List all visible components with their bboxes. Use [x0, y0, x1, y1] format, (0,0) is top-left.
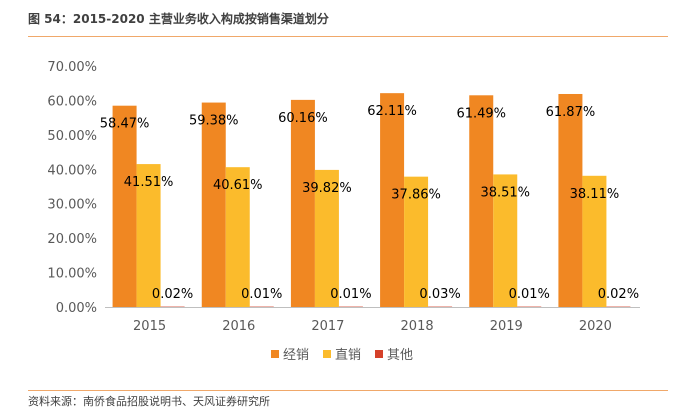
data-label: 58.47%: [100, 117, 150, 132]
data-label: 61.87%: [546, 105, 596, 120]
data-label: 37.86%: [391, 188, 441, 203]
y-tick-label: 60.00%: [47, 94, 97, 109]
x-tick-label: 2015: [133, 319, 166, 334]
data-label: 0.02%: [598, 287, 639, 302]
bar-经销-2015: [113, 106, 137, 307]
legend-label: 其他: [387, 348, 413, 363]
legend-label: 直销: [335, 348, 361, 363]
data-label: 0.01%: [509, 287, 550, 302]
data-label: 0.03%: [419, 287, 460, 302]
data-label: 38.11%: [570, 187, 620, 202]
x-tick-label: 2017: [311, 319, 344, 334]
x-tick-label: 2018: [401, 319, 434, 334]
bar-经销-2016: [202, 103, 226, 307]
data-label: 0.01%: [330, 287, 371, 302]
legend-swatch-经销: [271, 350, 279, 358]
y-tick-label: 30.00%: [47, 198, 97, 213]
legend-swatch-直销: [323, 350, 331, 358]
legend-label: 经销: [283, 348, 309, 363]
bar-经销-2017: [291, 100, 315, 307]
y-tick-label: 50.00%: [47, 129, 97, 144]
y-tick-label: 40.00%: [47, 163, 97, 178]
data-label: 0.01%: [241, 287, 282, 302]
x-tick-label: 2020: [579, 319, 612, 334]
data-label: 39.82%: [302, 181, 352, 196]
source-divider: [28, 390, 668, 391]
y-tick-label: 10.00%: [47, 267, 97, 282]
x-tick-label: 2019: [490, 319, 523, 334]
data-label: 0.02%: [152, 287, 193, 302]
data-label: 41.51%: [124, 175, 174, 190]
data-label: 61.49%: [456, 106, 506, 121]
data-label: 59.38%: [189, 114, 239, 129]
y-tick-label: 20.00%: [47, 232, 97, 247]
data-label: 62.11%: [367, 104, 417, 119]
data-label: 40.61%: [213, 178, 263, 193]
data-label: 60.16%: [278, 111, 328, 126]
y-tick-label: 70.00%: [47, 60, 97, 75]
x-tick-label: 2016: [222, 319, 255, 334]
legend-swatch-其他: [375, 350, 383, 358]
data-label: 38.51%: [480, 185, 530, 200]
source-note: 资料来源：南侨食品招股说明书、天风证券研究所: [28, 393, 270, 409]
y-tick-label: 0.00%: [56, 301, 97, 316]
bar-经销-2019: [469, 95, 493, 307]
